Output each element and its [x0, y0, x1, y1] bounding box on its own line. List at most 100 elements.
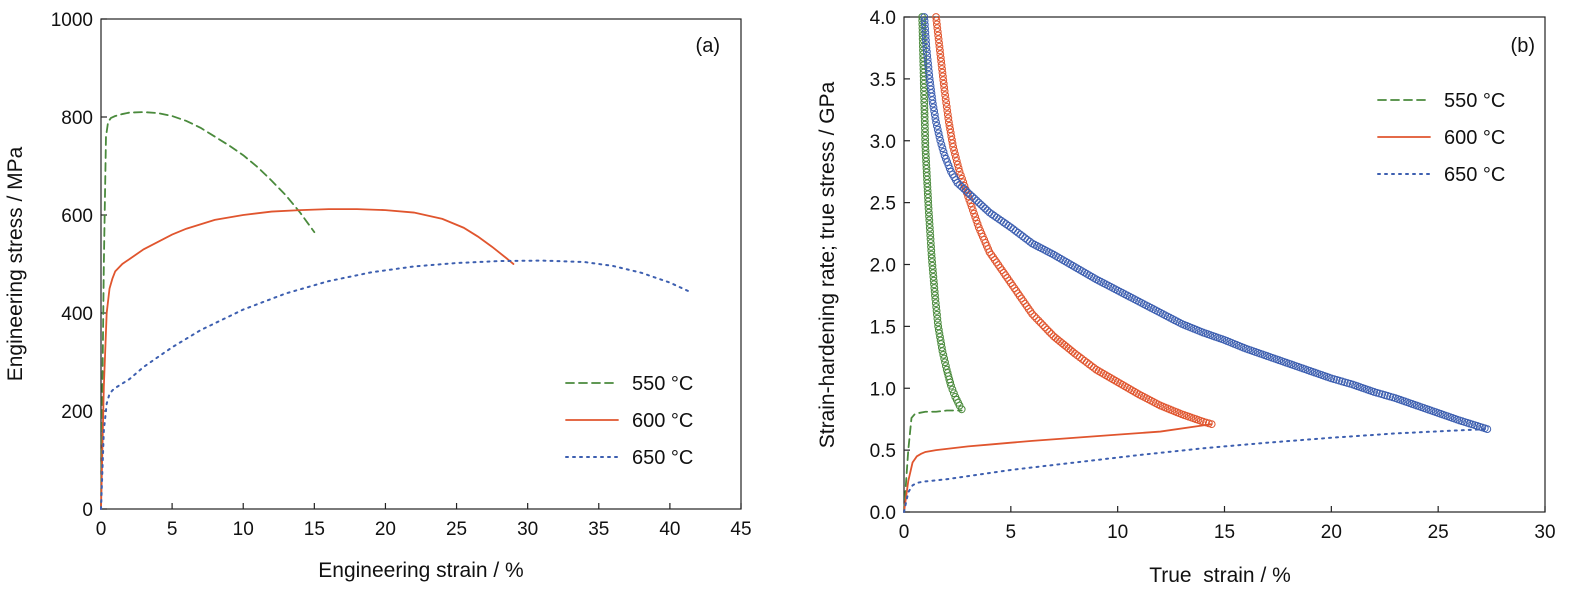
panel-b-hardening-marker [921, 139, 930, 148]
panel-b-hardening-marker [920, 13, 929, 21]
panel-b-hardening-marker [967, 202, 976, 211]
panel-b-hardening-marker [942, 102, 951, 111]
panel-b-y-tick-label: 2.5 [870, 194, 896, 215]
panel-b-hardening-marker [920, 102, 929, 110]
panel-b-legend: 550 °C 600 °C 650 °C [1377, 90, 1505, 186]
panel-b-hardening-marker [920, 20, 929, 29]
panel-b-hardening-marker [943, 110, 952, 119]
panel-b-hardening-marker [994, 261, 1003, 269]
panel-b-hardening-marker [934, 31, 943, 40]
panel-b-hardening-marker [919, 50, 927, 59]
panel-b-hardening-marker [933, 318, 942, 327]
panel-b-hardening-marker [932, 303, 941, 311]
panel-b-hardening-marker [926, 227, 934, 236]
panel-b-hardening-marker [930, 107, 939, 115]
panel-a-y-tick-label: 400 [61, 304, 93, 325]
panel-b-hardening-marker [1064, 344, 1073, 353]
panel-b-hardening-marker [929, 272, 938, 281]
panel-a-x-axis-title: Engineering strain / % [318, 559, 523, 582]
panel-b-hardening-marker [932, 118, 940, 127]
panel-b-y-tick-label: 2.0 [870, 256, 896, 277]
panel-b-hardening-marker [923, 51, 932, 60]
panel-b-hardening-marker [932, 13, 940, 21]
panel-b-hardening-marker [944, 114, 953, 123]
panel-b-hardening-marker [1032, 314, 1041, 323]
panel-b-hardening-marker [962, 186, 970, 195]
panel-b-hardening-marker [931, 299, 940, 308]
panel-b-hardening-marker [939, 147, 948, 156]
panel-b-hardening-marker [925, 71, 934, 79]
panel-a-legend-label: 650 °C [632, 447, 693, 469]
panel-b-hardening-marker [925, 223, 934, 232]
panel-b-hardening-marker [1003, 274, 1012, 282]
panel-b-hardening-marker [936, 136, 945, 145]
panel-b-legend-label: 650 °C [1444, 164, 1505, 186]
panel-b-hardening-marker [937, 57, 946, 66]
panel-b-hardening-marker [955, 401, 964, 410]
panel-b-hardening-marker [933, 24, 942, 33]
panel-b-hardening-marker [935, 133, 944, 141]
panel-b-hardening-marker [999, 218, 1008, 227]
panel-b-hardening-marker [921, 131, 929, 140]
panel-b-hardening-marker [968, 206, 977, 215]
panel-b-hardening-marker [938, 144, 947, 153]
panel-b-hardening-marker [948, 385, 957, 394]
panel-b-hardening-marker [921, 28, 930, 37]
panel-b-hardening-marker [932, 307, 941, 315]
panel-b-hardening-marker [955, 167, 964, 176]
panel-b-hardening-marker [923, 55, 932, 64]
panel-a-x-tick-label: 5 [167, 519, 178, 540]
panel-b-hardening-marker [922, 47, 931, 56]
panel-b-hardening-marker [935, 39, 943, 47]
panel-a-x-tick-label: 30 [517, 519, 538, 540]
panel-b-hardening-marker [957, 405, 966, 414]
panel-b-hardening-marker [920, 16, 929, 25]
panel-b-hardening-marker [933, 314, 942, 323]
panel-b-y-tick-label: 0.0 [870, 503, 896, 524]
panel-b-hardening-marker [1038, 321, 1047, 330]
panel-b-hardening-marker [933, 27, 942, 36]
panel-b-hardening-marker [929, 276, 938, 285]
panel-b-hardening-marker [970, 194, 979, 203]
panel-b-hardening-marker [920, 105, 929, 114]
panel-b-hardening-marker [937, 61, 946, 70]
panel-b-hardening-marker [987, 210, 996, 219]
panel-b-hardening-marker [964, 188, 972, 197]
panel-b-hardening-marker [970, 209, 978, 218]
panel-b-x-tick-label: 25 [1428, 522, 1449, 543]
panel-b-hardening-marker [940, 83, 949, 92]
panel-b-hardening-marker [992, 213, 1001, 222]
panel-b-legend-label: 600 °C [1444, 127, 1505, 149]
panel-b-hardening-marker [920, 120, 929, 129]
panel-b-hardening-marker [1004, 221, 1013, 230]
panel-b-hardening-marker [921, 128, 929, 136]
panel-b-hardening-marker [919, 57, 928, 66]
panel-b-hardening-marker [1047, 330, 1056, 338]
panel-b-x-tick-label: 20 [1321, 522, 1342, 543]
panel-b-hardening-chart: 0 5 10 15 20 25 300.00.51.01.52.02.53.03.54.0 … [816, 8, 1556, 587]
panel-b-y-tick-label: 0.5 [870, 441, 896, 462]
panel-b-hardening-marker [941, 91, 950, 100]
panel-a-legend: 550 °C 600 °C 650 °C [565, 373, 693, 469]
panel-b-hardening-marker [939, 79, 948, 88]
panel-b-hardening-marker [935, 42, 944, 51]
panel-b-hardening-marker [959, 184, 968, 193]
panel-b-hardening-marker [921, 32, 930, 41]
panel-b-hardening-marker [933, 20, 941, 29]
panel-b-hardening-marker [1036, 319, 1045, 327]
panel-b-hardening-marker [1045, 327, 1054, 336]
panel-b-hardening-marker [932, 16, 941, 25]
panel-b-hardening-marker [1014, 289, 1022, 298]
panel-b-hardening-marker [931, 114, 940, 123]
panel-b-hardening-marker [930, 110, 939, 119]
panel-b-hardening-marker [942, 98, 951, 107]
panel-b-hardening-marker [927, 254, 936, 263]
panel-b-hardening-marker [928, 261, 937, 270]
panel-b-x-tick-label: 5 [1006, 522, 1017, 543]
panel-b-stress-line [903, 409, 963, 513]
panel-b-hardening-marker [931, 291, 939, 300]
panel-b-hardening-marker [966, 190, 975, 199]
panel-b-x-tick-label: 30 [1534, 522, 1555, 543]
panel-a-axis-ticks: 0 5 10 15 20 25 30 35 40 45 0 200 400 600 800 1000 [51, 10, 752, 540]
